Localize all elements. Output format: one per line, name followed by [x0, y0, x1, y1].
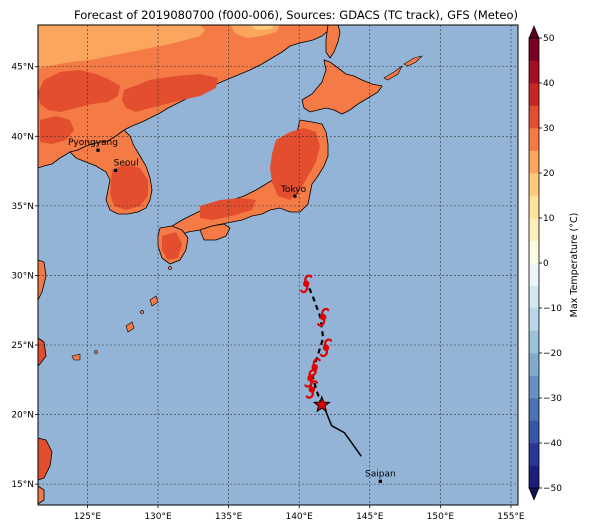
- lat-tick-label-2: 25°N: [11, 341, 34, 351]
- lon-tick-label-3: 140°E: [285, 512, 313, 522]
- temperature-overlay: [38, 25, 320, 260]
- colorbar-bin-6: [529, 330, 539, 354]
- colorbar-bin-11: [529, 218, 539, 241]
- colorbar-tick-label-6: −10: [543, 304, 562, 314]
- city-label-1: Seoul: [114, 158, 139, 168]
- land-hokkaido: [301, 59, 383, 115]
- tc-track: [300, 274, 362, 457]
- land-west-fragment-4: [38, 485, 45, 505]
- colorbar-tick-label-4: 10: [543, 214, 555, 224]
- lon-tick-label-2: 135°E: [215, 512, 243, 522]
- lon-tick-label-4: 145°E: [356, 512, 384, 522]
- land-kurils: [383, 55, 423, 81]
- latitude-labels: 15°N 20°N 25°N 30°N 35°N 40°N 45°N: [11, 63, 38, 490]
- land-west-fragment-1: [38, 259, 47, 301]
- city-marker-1: [114, 168, 118, 172]
- longitude-labels: 125°E 130°E 135°E 140°E 145°E 150°E 155°E: [74, 505, 525, 522]
- colorbar-tick-label-0: 50: [543, 34, 555, 44]
- city-markers: Pyongyang Seoul Tokyo Saipan: [68, 138, 396, 483]
- lon-tick-label-5: 150°E: [427, 512, 455, 522]
- colorbar-tick-label-3: 20: [543, 169, 555, 179]
- colorbar-bin-1: [529, 443, 539, 466]
- colorbar-tick-label-7: −20: [543, 349, 562, 359]
- map-area: Pyongyang Seoul Tokyo Saipan: [38, 25, 518, 505]
- colorbar-tick-label-1: 40: [543, 79, 555, 89]
- colorbar-bin-2: [529, 420, 539, 444]
- city-marker-0: [96, 148, 100, 152]
- lat-tick-label-5: 40°N: [11, 132, 34, 142]
- city-label-3: Saipan: [365, 469, 396, 479]
- storm-symbol-2: [319, 338, 333, 358]
- colorbar-bin-18: [529, 60, 539, 84]
- colorbar-bin-12: [529, 195, 539, 219]
- lon-tick-label-6: 155°E: [497, 512, 525, 522]
- colorbar-bin-4: [529, 375, 539, 399]
- lat-tick-label-6: 45°N: [11, 63, 34, 73]
- lat-tick-label-0: 15°N: [11, 480, 34, 490]
- colorbar-tick-label-2: 30: [543, 124, 555, 134]
- colorbar-bin-3: [529, 398, 539, 421]
- lat-tick-label-4: 35°N: [11, 202, 34, 212]
- colorbar-bin-7: [529, 308, 539, 331]
- colorbar-tick-label-10: −50: [543, 484, 562, 494]
- storm-symbol-0: [300, 274, 313, 294]
- colorbar-bin-0: [529, 465, 539, 489]
- colorbar-extend-max: [528, 25, 540, 39]
- colorbar-tick-label-5: 0: [543, 259, 549, 269]
- city-marker-3: [378, 479, 382, 483]
- land-sakhalin: [325, 25, 341, 59]
- colorbar-bin-16: [529, 105, 539, 129]
- colorbar-bin-8: [529, 285, 539, 309]
- land-west-fragment-3: [38, 437, 53, 481]
- land-shikoku: [199, 223, 231, 241]
- colorbar-tick-label-8: −30: [543, 394, 562, 404]
- colorbar-tick-label-9: −40: [543, 439, 562, 449]
- lat-tick-label-1: 20°N: [11, 411, 34, 421]
- colorbar-bin-14: [529, 150, 539, 174]
- city-marker-2: [293, 194, 297, 198]
- city-label-2: Tokyo: [280, 185, 307, 195]
- tc-current-position-star: [312, 395, 331, 413]
- colorbar: 50 40 30 20 10 0 −10 −20 −30 −40 −50: [528, 25, 562, 501]
- colorbar-bin-15: [529, 128, 539, 151]
- colorbar-bin-17: [529, 83, 539, 106]
- colorbar-bin-9: [529, 263, 539, 286]
- storm-symbol-5: [305, 380, 318, 399]
- map-frame: [37, 24, 519, 506]
- gridlines: [38, 25, 518, 505]
- colorbar-bin-19: [529, 38, 539, 61]
- colorbar-bin-13: [529, 173, 539, 196]
- lon-tick-label-1: 130°E: [144, 512, 172, 522]
- map-title: Forecast of 2019080700 (f000-006), Sourc…: [74, 8, 518, 22]
- colorbar-bin-5: [529, 353, 539, 376]
- lat-tick-label-3: 30°N: [11, 271, 34, 281]
- colorbar-bin-10: [529, 240, 539, 264]
- colorbar-extend-min: [528, 487, 540, 501]
- lon-tick-label-0: 125°E: [74, 512, 102, 522]
- colorbar-label: Max Temperature (°C): [569, 213, 580, 318]
- tc-track-forecast: [305, 280, 325, 406]
- storm-symbol-1: [317, 307, 330, 327]
- city-label-0: Pyongyang: [68, 138, 118, 148]
